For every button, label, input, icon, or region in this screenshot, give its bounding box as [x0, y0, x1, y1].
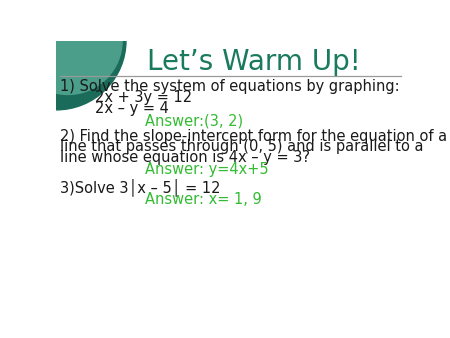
Circle shape [14, 0, 122, 94]
Text: Answer: y=4x+5: Answer: y=4x+5 [145, 163, 269, 177]
Text: Answer: x= 1, 9: Answer: x= 1, 9 [145, 192, 262, 207]
Text: Let’s Warm Up!: Let’s Warm Up! [147, 48, 361, 76]
Circle shape [0, 0, 126, 110]
Text: 2x + 3y = 12: 2x + 3y = 12 [95, 90, 192, 105]
Text: line that passes through (0, 5) and is parallel to a: line that passes through (0, 5) and is p… [60, 139, 423, 154]
Text: 3)Solve 3│x – 5│ = 12: 3)Solve 3│x – 5│ = 12 [60, 178, 220, 196]
Text: line whose equation is 4x – y = 3?: line whose equation is 4x – y = 3? [60, 150, 310, 165]
Text: 1) Solve the system of equations by graphing:: 1) Solve the system of equations by grap… [60, 79, 400, 94]
Text: Answer:(3, 2): Answer:(3, 2) [145, 113, 243, 128]
Text: 2x – y = 4: 2x – y = 4 [95, 101, 169, 116]
Text: 2) Find the slope-intercept form for the equation of a: 2) Find the slope-intercept form for the… [60, 128, 447, 144]
